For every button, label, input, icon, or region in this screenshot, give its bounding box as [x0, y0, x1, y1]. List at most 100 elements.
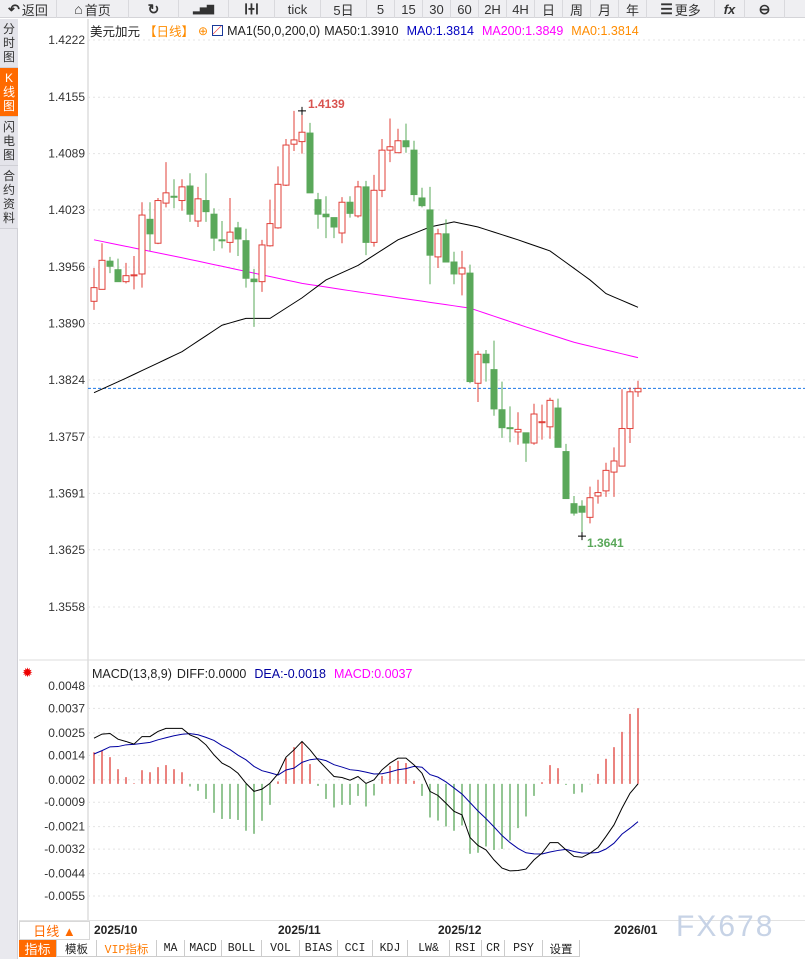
indicator-tab-设置[interactable]: 设置 [543, 940, 580, 957]
ma0-value: MA0:1.3814 [406, 23, 474, 38]
candle-up [378, 149, 386, 191]
toolbar-button-fx[interactable]: fx [715, 0, 745, 18]
candle-up [626, 391, 634, 430]
period-selector[interactable]: 日线 ▲ [19, 921, 90, 940]
macd-title: MACD(13,8,9) [92, 667, 172, 681]
indicator-tab-ma[interactable]: MA [157, 940, 185, 957]
indicator-tab-vol[interactable]: VOL [262, 940, 300, 957]
top-toolbar: ↶ 返回 ⌂ 首页 ↻ ▂▅▇ ┃╋┃ tick 5日 5 15 30 60 2H 4H 日周月年 ☰ 更多 fx ⊖ [0, 0, 805, 18]
sidebar-tab-flash[interactable]: 闪电图 [0, 117, 18, 166]
toolbar-button-年[interactable]: 年 [619, 0, 647, 18]
candle-up [298, 131, 306, 143]
price-tick-label: 1.3956 [48, 260, 85, 274]
sidebar-tab-contract-info[interactable]: 合约资料 [0, 166, 18, 229]
price-tick-label: 1.3558 [48, 600, 85, 614]
indicator-tab-cr[interactable]: CR [482, 940, 505, 957]
candle-up [386, 146, 394, 151]
macd-tick-label: 0.0002 [48, 773, 85, 787]
candle-down [402, 140, 410, 148]
indicator-tab-vip指标[interactable]: VIP指标 [97, 940, 157, 957]
ma-params: MA1(50,0,200,0) [227, 23, 321, 38]
toolbar-label: 5 [376, 1, 385, 17]
candle-up [122, 275, 130, 283]
price-tick-label: 1.3757 [48, 430, 85, 444]
toolbar-button-zoom-out[interactable]: ⊖ [745, 0, 785, 18]
indicator-tab-lw&[interactable]: LW& [408, 940, 450, 957]
crosshair-toggle-icon[interactable]: ⊕ [198, 23, 209, 38]
toolbar-label: 4H [512, 1, 529, 17]
candle-up [162, 192, 170, 204]
toolbar-label: 30 [429, 1, 444, 17]
toolbar-button-2H[interactable]: 2H [479, 0, 507, 18]
toolbar-button-60[interactable]: 60 [451, 0, 479, 18]
toolbar-button-15[interactable]: 15 [395, 0, 423, 18]
candlestick-icon: ┃╋┃ [243, 3, 260, 14]
macd-tick-label: 0.0014 [48, 748, 85, 762]
candle-up [602, 469, 610, 492]
toolbar-button-tick[interactable]: tick [275, 0, 321, 18]
candle-down [506, 427, 514, 430]
candle-up [586, 497, 594, 518]
macd-settings-icon[interactable]: ✹ [22, 665, 33, 680]
macd-legend: MACD(13,8,9) DIFF:0.0000 DEA:-0.0018 MAC… [92, 667, 412, 681]
indicator-chart-icon[interactable] [212, 25, 224, 36]
toolbar-button-日[interactable]: 日 [535, 0, 563, 18]
indicator-tab-模板[interactable]: 模板 [57, 940, 97, 957]
candle-down [170, 195, 178, 198]
indicator-tab-cci[interactable]: CCI [338, 940, 373, 957]
toolbar-button-更多[interactable]: ☰ 更多 [647, 0, 715, 18]
sidebar-tab-kline[interactable]: K线图 [0, 68, 18, 117]
menu-icon: ☰ [660, 0, 673, 17]
candle-down [242, 240, 250, 279]
toolbar-button-candlestick[interactable]: ┃╋┃ [229, 0, 275, 18]
price-tick-label: 1.3824 [48, 373, 85, 387]
indicator-tab-bias[interactable]: BIAS [300, 940, 338, 957]
toolbar-button-5日[interactable]: 5日 [321, 0, 367, 18]
candle-down [426, 209, 434, 256]
indicator-tab-指标[interactable]: 指标 [19, 940, 57, 957]
toolbar-label: 首页 [84, 2, 111, 18]
toolbar-button-5[interactable]: 5 [367, 0, 395, 18]
indicator-tab-macd[interactable]: MACD [185, 940, 222, 957]
toolbar-button-月[interactable]: 月 [591, 0, 619, 18]
candle-down [442, 233, 450, 263]
sidebar-tab-label: K线图 [3, 71, 16, 113]
toolbar-button-30[interactable]: 30 [423, 0, 451, 18]
price-tick-label: 1.3890 [48, 317, 85, 331]
macd-tick-label: -0.0055 [44, 889, 85, 903]
candle-down [498, 409, 506, 429]
candle-up [610, 460, 618, 473]
high-price-label: 1.4139 [308, 97, 345, 111]
toolbar-button-refresh[interactable]: ↻ [129, 0, 179, 18]
price-legend: 美元加元 【日线】 ⊕ MA1(50,0,200,0) MA50:1.3910 … [90, 21, 639, 40]
indicator-tabs: 指标 模板 VIP指标 MA MACD BOLL VOL BIAS CCI KDJ LW& RSI CR… [19, 940, 580, 957]
toolbar-button-4H[interactable]: 4H [507, 0, 535, 18]
toolbar-button-周[interactable]: 周 [563, 0, 591, 18]
date-label: 2026/01 [614, 923, 658, 937]
candle-down [314, 199, 322, 215]
toolbar-button-首页[interactable]: ⌂ 首页 [57, 0, 129, 18]
indicator-tab-rsi[interactable]: RSI [450, 940, 482, 957]
candle-up [594, 492, 602, 497]
toolbar-label: 返回 [21, 2, 48, 18]
sidebar-tab-timeshare[interactable]: 分时图 [0, 19, 18, 68]
toolbar-button-返回[interactable]: ↶ 返回 [0, 0, 57, 18]
candle-up [266, 223, 274, 247]
candle-down [490, 369, 498, 410]
candle-up [546, 399, 554, 428]
candle-down [210, 213, 218, 239]
candle-up [618, 428, 626, 467]
candle-up [154, 200, 162, 244]
toolbar-label: 日 [541, 2, 555, 18]
low-marker [578, 532, 586, 541]
indicator-tab-psy[interactable]: PSY [505, 940, 543, 957]
candle-down [570, 503, 578, 514]
candle-up [354, 186, 362, 217]
price-tick-label: 1.4222 [48, 33, 85, 47]
candle-down [186, 185, 194, 215]
candle-down [554, 407, 562, 448]
toolbar-button-bar-chart[interactable]: ▂▅▇ [179, 0, 229, 18]
indicator-tab-boll[interactable]: BOLL [222, 940, 262, 957]
indicator-tab-kdj[interactable]: KDJ [373, 940, 408, 957]
